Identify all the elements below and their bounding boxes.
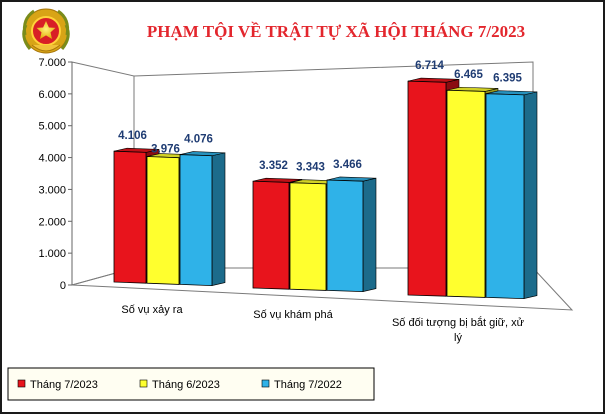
category-label: Số đối tượng bị bắt giữ, xử — [392, 316, 525, 329]
data-label: 3.352 — [259, 160, 288, 172]
y-tick-label: 0 — [60, 280, 66, 292]
legend-label: Tháng 7/2022 — [274, 379, 342, 391]
y-tick-label: 1.000 — [38, 248, 66, 260]
data-label: 3.976 — [151, 144, 180, 156]
legend-swatch — [139, 379, 148, 388]
data-label: 6.395 — [493, 73, 522, 85]
y-tick-label: 6.000 — [38, 89, 66, 101]
category-label: lý — [454, 332, 462, 344]
y-tick-label: 3.000 — [38, 184, 66, 196]
data-label: 3.343 — [296, 162, 325, 174]
category-label: Số vụ khám phá — [253, 309, 333, 321]
y-tick-label: 5.000 — [38, 121, 66, 133]
legend-swatch — [261, 379, 270, 388]
data-label: 4.076 — [184, 134, 213, 146]
y-tick-label: 7.000 — [38, 57, 66, 69]
legend-label: Tháng 7/2023 — [30, 379, 98, 391]
chart-title: PHẠM TỘI VỀ TRẬT TỰ XÃ HỘI THÁNG 7/2023 — [147, 22, 525, 41]
bar-2-2 — [485, 90, 538, 300]
legend-swatch — [17, 379, 26, 388]
bar-0-2 — [179, 151, 226, 287]
legend-item: Tháng 7/2022 — [261, 379, 342, 391]
data-label: 3.466 — [333, 159, 362, 171]
y-tick-label: 2.000 — [38, 216, 66, 228]
y-tick-label: 4.000 — [38, 153, 66, 165]
category-label: Số vụ xảy ra — [121, 304, 183, 316]
legend-item: Tháng 7/2023 — [17, 379, 98, 391]
police-emblem-icon — [22, 8, 70, 54]
bar-1-2 — [326, 176, 377, 293]
legend: Tháng 7/2023 Tháng 6/2023 Tháng 7/2022 — [7, 367, 375, 401]
data-label: 4.106 — [118, 130, 147, 142]
data-label: 6.714 — [415, 60, 444, 72]
data-label: 6.465 — [454, 69, 483, 81]
legend-item: Tháng 6/2023 — [139, 379, 220, 391]
plot-area: 0 1.000 2.000 3.000 4.000 5.000 6.000 7.000 4.10… — [38, 57, 574, 344]
legend-label: Tháng 6/2023 — [152, 379, 220, 391]
